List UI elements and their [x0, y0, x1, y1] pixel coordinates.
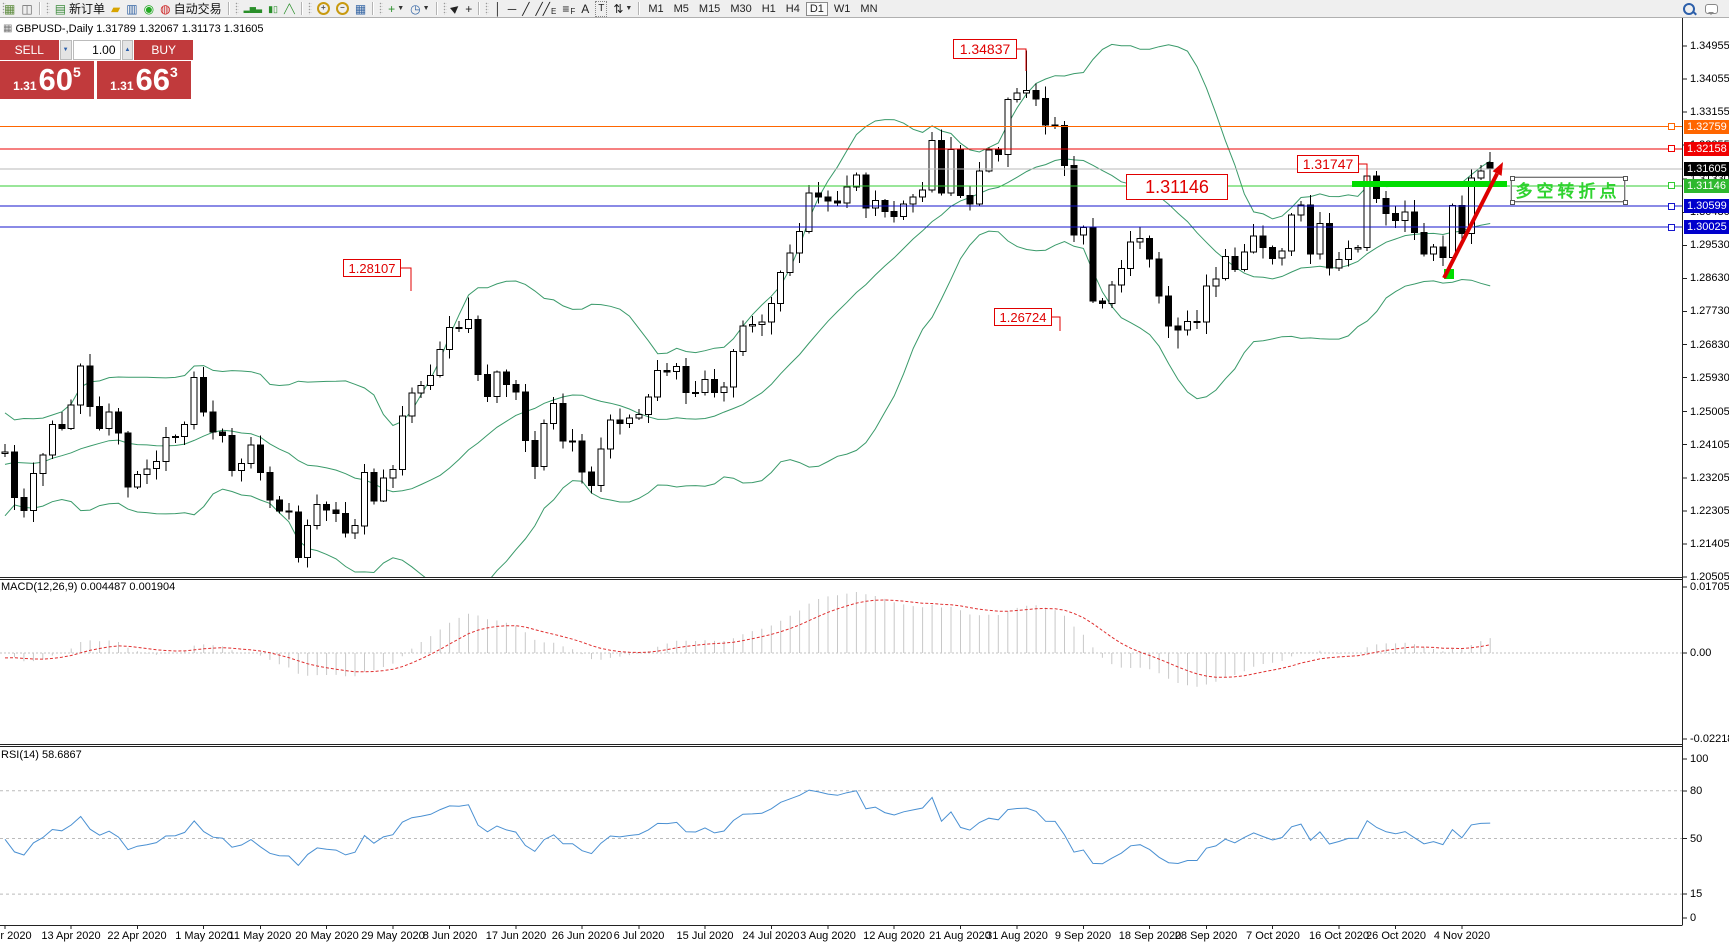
- hline-handle[interactable]: [1668, 182, 1675, 189]
- timeframe-mn[interactable]: MN: [860, 2, 878, 15]
- annotation-box[interactable]: 1.28107: [343, 259, 401, 277]
- rsi-indicator-label: RSI(14) 58.6867: [1, 749, 82, 761]
- bollinger-bands: [4, 43, 1491, 577]
- macd-indicator-label: MACD(12,26,9) 0.004487 0.001904: [1, 581, 176, 593]
- timeframe-d1[interactable]: D1: [805, 1, 828, 16]
- toolbar-separator: [478, 2, 481, 15]
- selection-handle[interactable]: [1623, 200, 1628, 205]
- one-click-controls: SELL ▼ ▲ BUY: [0, 40, 193, 60]
- timeframe-m15[interactable]: M15: [698, 2, 721, 15]
- volume-increase-button[interactable]: ▲: [121, 40, 134, 60]
- bar-chart-icon[interactable]: ▂▅▃: [243, 3, 263, 13]
- chat-icon[interactable]: [1705, 3, 1718, 15]
- annotation-box[interactable]: 1.31146: [1126, 174, 1228, 200]
- channel-icon[interactable]: ╱╱ E: [535, 1, 557, 17]
- toolbar-grip[interactable]: [45, 2, 50, 15]
- hline-handle[interactable]: [1668, 224, 1675, 231]
- selection-handle[interactable]: [1510, 200, 1515, 205]
- horizontal-line-icon[interactable]: ─: [507, 1, 517, 16]
- volume-decrease-button[interactable]: ▼: [59, 40, 72, 60]
- new-order-icon[interactable]: ▤ 新订单: [54, 1, 106, 17]
- label-icon[interactable]: T: [593, 0, 609, 17]
- toolbar: ▦ ◫ ▤ 新订单 ▰ ▥ ◉ ◍ 自动交易 ▂▅▃ ▮▯ ╱╲ + − ▦ + ▼ ◷ ▼ ▶ + │ ─ ╱ ╱╱ E ≡ F A T…: [0, 0, 1729, 18]
- annotation-box[interactable]: 1.34837: [953, 39, 1017, 59]
- selection-handle[interactable]: [1623, 176, 1628, 181]
- toolbar-grip[interactable]: [379, 2, 384, 15]
- selection-handle[interactable]: [1510, 176, 1515, 181]
- signal-icon[interactable]: ◉: [143, 1, 155, 16]
- trendline-icon[interactable]: ╱: [522, 1, 530, 16]
- toolbar-grip[interactable]: [307, 2, 312, 15]
- macd-plot: [0, 592, 1682, 687]
- toolbar-separator: [435, 2, 438, 15]
- toolbar-separator: [372, 2, 375, 15]
- volume-input[interactable]: [72, 40, 121, 60]
- tile-windows-icon[interactable]: ▦: [354, 1, 367, 16]
- crosshair-icon[interactable]: +: [465, 1, 473, 16]
- toolbar-separator: [638, 2, 641, 15]
- toolbar-grip[interactable]: [234, 2, 239, 15]
- horizontal-lines[interactable]: [0, 126, 1682, 228]
- timeframe-h4[interactable]: H4: [785, 2, 800, 15]
- line-chart-icon[interactable]: ╱╲: [283, 3, 295, 14]
- annotation-box[interactable]: 1.31747: [1297, 155, 1359, 173]
- timeframe-m5[interactable]: M5: [673, 2, 689, 15]
- history-center-icon[interactable]: ▥: [126, 1, 138, 16]
- vertical-line-icon[interactable]: │: [494, 1, 502, 16]
- cursor-icon[interactable]: ▶: [448, 1, 462, 15]
- rsi-plot: [0, 789, 1682, 895]
- hline-handle[interactable]: [1668, 123, 1675, 130]
- search-icon[interactable]: [1683, 2, 1695, 15]
- chart-preview-icon[interactable]: ◫: [21, 1, 33, 16]
- one-click-prices: 1.31 60 5 1.31 66 3: [0, 61, 193, 99]
- symbol-info: ▦ GBPUSD-,Daily 1.31789 1.32067 1.31173 …: [3, 23, 264, 35]
- hline-handle[interactable]: [1668, 203, 1675, 210]
- candles: [1, 50, 1494, 568]
- buy-button[interactable]: BUY: [134, 40, 193, 60]
- text-icon[interactable]: A: [581, 1, 590, 16]
- toolbar-separator: [38, 2, 41, 15]
- sell-price[interactable]: 1.31 60 5: [0, 61, 94, 99]
- zoom-in-icon[interactable]: +: [315, 1, 332, 16]
- symbol-ohlc-text: GBPUSD-,Daily 1.31789 1.32067 1.31173 1.…: [15, 23, 264, 35]
- zoom-out-icon[interactable]: −: [334, 1, 351, 16]
- toolbar-grip[interactable]: [2, 2, 6, 15]
- toolbar-separator: [300, 2, 303, 15]
- indicators-icon[interactable]: + ▼: [388, 1, 405, 16]
- timeframe-h1[interactable]: H1: [761, 2, 776, 15]
- drawing-objects[interactable]: [401, 48, 1507, 331]
- period-icon[interactable]: ◷ ▼: [410, 1, 430, 16]
- buy-price[interactable]: 1.31 66 3: [97, 61, 191, 99]
- turning-point-text-label[interactable]: 多空转折点: [1510, 176, 1628, 205]
- autotrading-icon[interactable]: ◍ 自动交易: [160, 1, 222, 17]
- new-chart-icon[interactable]: ▦: [4, 1, 16, 16]
- toolbar-grip[interactable]: [442, 2, 447, 15]
- fibonacci-icon[interactable]: ≡ F: [562, 1, 576, 17]
- candlestick-chart-icon[interactable]: ▮▯: [268, 3, 278, 14]
- hline-handle[interactable]: [1668, 145, 1675, 152]
- candlestick-chart-icon: ▦: [3, 23, 13, 34]
- quotes-icon[interactable]: ▰: [111, 1, 121, 16]
- sell-button[interactable]: SELL: [0, 40, 59, 60]
- timeframe-m1[interactable]: M1: [648, 2, 664, 15]
- timeframe-w1[interactable]: W1: [833, 2, 851, 15]
- timeframe-m30[interactable]: M30: [730, 2, 752, 15]
- annotation-box[interactable]: 1.26724: [994, 308, 1052, 326]
- toolbar-grip[interactable]: [485, 2, 490, 15]
- arrows-icon[interactable]: ⇅ ▼: [613, 1, 633, 16]
- toolbar-separator: [227, 2, 230, 15]
- panel-borders: [0, 18, 1687, 929]
